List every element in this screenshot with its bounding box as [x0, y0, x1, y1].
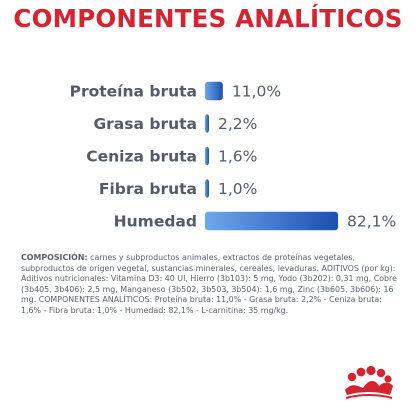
bar [205, 81, 223, 101]
value-label: 1,6% [218, 148, 257, 166]
category-label: Fibra bruta [99, 180, 197, 198]
chart-title: COMPONENTES ANALÍTICOS [13, 4, 403, 33]
value-label: 1,0% [218, 180, 257, 198]
composition-heading: COMPOSICIÓN: [21, 253, 88, 262]
category-label: Grasa bruta [93, 115, 197, 133]
value-label: 11,0% [232, 83, 281, 101]
value-label: 82,1% [347, 213, 396, 231]
bar [205, 146, 209, 166]
composition-text: COMPOSICIÓN: carnes y subproductos anima… [21, 253, 403, 316]
composition-body: carnes y subproductos animales, extracto… [21, 253, 397, 315]
bar [205, 114, 209, 133]
value-label: 2,2% [218, 115, 257, 133]
category-label: Proteína bruta [70, 83, 197, 101]
bar [205, 211, 338, 231]
royal-canin-crown-icon [345, 365, 393, 399]
category-label: Ceniza bruta [86, 148, 197, 166]
category-label: Humedad [114, 213, 197, 231]
nutrient-bar-chart: Proteína bruta 11,0% Grasa bruta 2,2% Ceniza… [70, 81, 396, 231]
bar [205, 179, 209, 198]
